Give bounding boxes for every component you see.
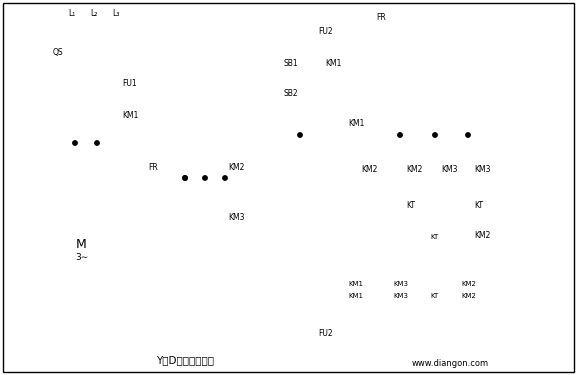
Text: KM3: KM3	[228, 213, 245, 222]
Bar	[70, 78, 80, 92]
Text: SB1: SB1	[283, 60, 298, 69]
Circle shape	[73, 141, 77, 145]
Text: KM1: KM1	[348, 281, 363, 287]
Text: Y－D起动控制电路: Y－D起动控制电路	[156, 355, 214, 365]
Text: KM2: KM2	[361, 165, 377, 174]
Text: KM1: KM1	[122, 111, 138, 120]
Bar	[114, 78, 124, 92]
Bar	[47, 152, 145, 183]
Text: KT: KT	[406, 201, 415, 210]
Bar	[92, 78, 102, 92]
Text: KM3: KM3	[441, 165, 458, 174]
Text: 3∼: 3∼	[76, 252, 89, 261]
Bar	[423, 220, 447, 240]
Circle shape	[183, 176, 187, 180]
Circle shape	[433, 133, 437, 137]
Circle shape	[466, 133, 470, 137]
Text: FU1: FU1	[122, 80, 137, 88]
Text: KM3: KM3	[393, 281, 408, 287]
Circle shape	[95, 141, 99, 145]
Text: SB2: SB2	[283, 90, 298, 99]
Text: KM3: KM3	[474, 165, 490, 174]
Text: KM2: KM2	[474, 231, 490, 240]
Circle shape	[398, 133, 402, 137]
Text: KM2: KM2	[406, 165, 422, 174]
Bar	[322, 322, 344, 338]
Bar	[83, 156, 95, 165]
Circle shape	[298, 133, 302, 137]
Text: FU2: FU2	[318, 27, 332, 36]
Text: KM1: KM1	[348, 118, 364, 128]
Bar	[456, 268, 480, 288]
Text: KM1: KM1	[348, 293, 363, 299]
Text: QS: QS	[53, 48, 63, 57]
Circle shape	[183, 176, 187, 180]
Bar	[343, 268, 367, 288]
Text: KM1: KM1	[325, 58, 342, 68]
Circle shape	[223, 176, 227, 180]
Bar	[322, 20, 344, 36]
Text: www.diangon.com: www.diangon.com	[411, 358, 489, 368]
Circle shape	[203, 176, 207, 180]
Text: FR: FR	[376, 12, 386, 21]
Text: FU2: FU2	[318, 330, 332, 339]
Text: L₁: L₁	[68, 9, 75, 18]
Text: KT: KT	[474, 201, 483, 210]
Text: KM2: KM2	[461, 293, 476, 299]
Bar	[104, 156, 116, 165]
Bar	[388, 268, 412, 288]
Text: L₂: L₂	[90, 9, 98, 18]
Text: KM2: KM2	[461, 281, 476, 287]
Text: FR: FR	[148, 162, 158, 171]
Bar	[62, 156, 74, 165]
Text: KT: KT	[430, 293, 439, 299]
Text: KM2: KM2	[228, 164, 245, 172]
Text: KT: KT	[430, 234, 439, 240]
Text: M: M	[76, 237, 87, 250]
Text: L₃: L₃	[112, 9, 119, 18]
Text: KM3: KM3	[393, 293, 408, 299]
